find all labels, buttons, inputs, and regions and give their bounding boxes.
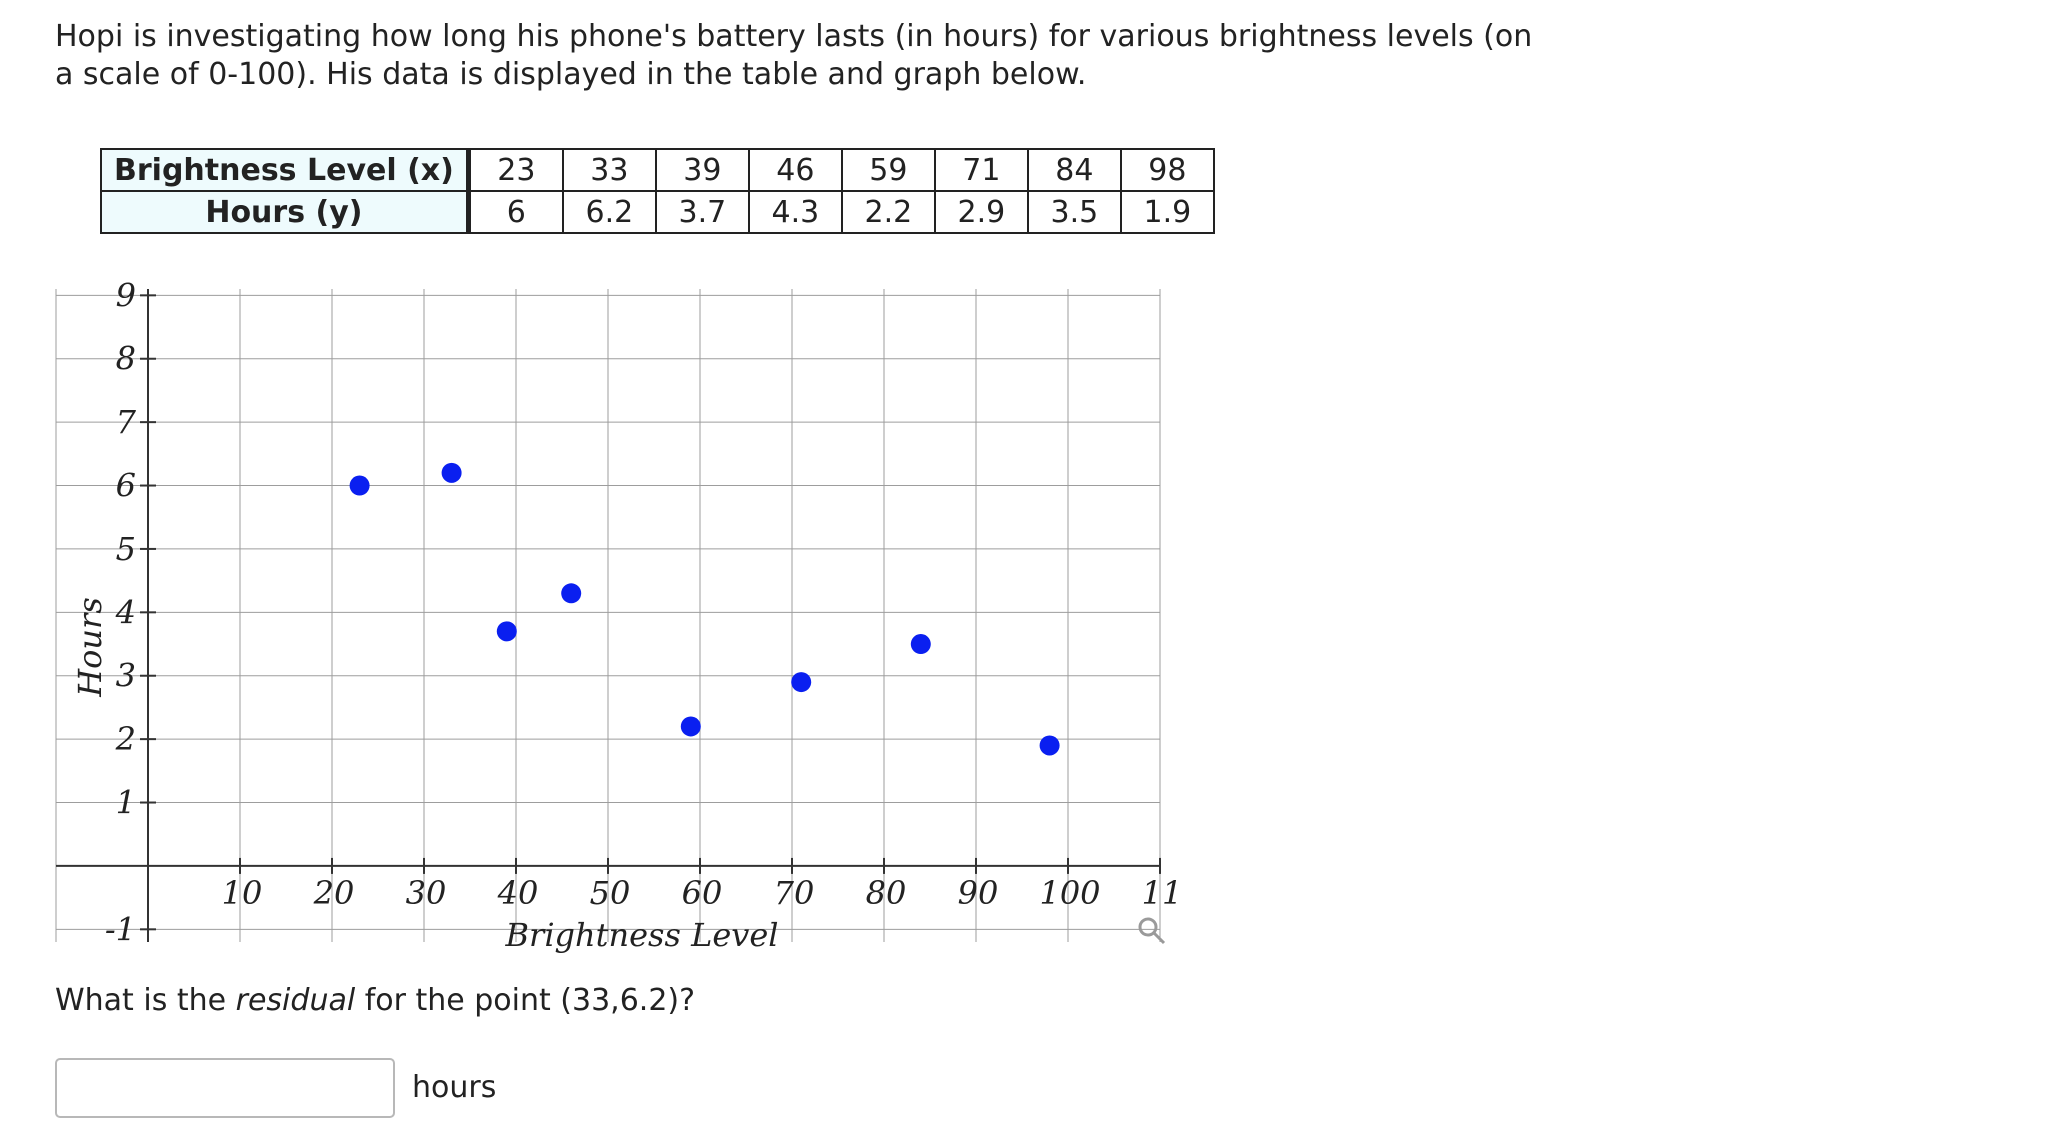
magnifier-icon[interactable] — [1138, 917, 1166, 945]
x-tick-label: 80 — [866, 874, 907, 912]
prompt-before: What is the — [55, 983, 236, 1018]
y-tick-label: 9 — [116, 276, 136, 314]
data-point — [441, 462, 462, 483]
x-axis-title: Brightness Level — [505, 916, 779, 954]
prompt-after: for the point (33,6.2)? — [355, 983, 696, 1018]
x-tick-label: 11 — [1142, 874, 1183, 912]
x-value-cell: 46 — [747, 148, 843, 192]
x-tick-label: 10 — [222, 874, 263, 912]
y-tick-label: 8 — [116, 340, 136, 378]
y-tick-label: 7 — [116, 403, 137, 441]
x-value-cell: 59 — [840, 148, 936, 192]
tick-labels: 10 20 30 40 50 60 70 80 90 100 11 -1 1 2 3 4 5 6 7 8 9 — [105, 276, 1183, 948]
x-value-cell: 23 — [467, 148, 564, 192]
x-value-cell: 33 — [561, 148, 657, 192]
x-tick-label: 100 — [1039, 874, 1100, 912]
y-value-cell: 2.9 — [933, 190, 1029, 234]
x-tick-label: 90 — [958, 874, 999, 912]
answer-input[interactable] — [55, 1058, 395, 1118]
x-tick-label: 20 — [313, 874, 355, 912]
y-value-cell: 4.3 — [747, 190, 843, 234]
data-points — [349, 462, 1060, 756]
y-value-cell: 6 — [467, 190, 564, 234]
table-row-y: Hours (y) 6 6.2 3.7 4.3 2.2 2.9 3.5 1.9 — [99, 190, 1215, 234]
y-header: Hours (y) — [99, 190, 471, 234]
x-tick-label: 60 — [682, 874, 723, 912]
axes — [56, 289, 1161, 942]
y-axis-title: Hours — [71, 597, 109, 698]
x-value-cell: 84 — [1026, 148, 1122, 192]
y-tick-label: 4 — [115, 593, 136, 631]
y-value-cell: 1.9 — [1119, 190, 1215, 234]
x-tick-label: 40 — [497, 874, 539, 912]
y-tick-label: 6 — [116, 467, 136, 505]
x-value-cell: 98 — [1119, 148, 1215, 192]
data-point — [680, 716, 701, 737]
prompt-emphasis: residual — [235, 983, 356, 1018]
question-prompt: What is the residual for the point (33,6… — [55, 983, 695, 1018]
y-tick-label: 1 — [116, 784, 136, 822]
y-value-cell: 6.2 — [561, 190, 657, 234]
x-value-cell: 39 — [654, 148, 750, 192]
x-tick-label: 30 — [406, 874, 447, 912]
x-tick-label: 50 — [590, 874, 631, 912]
data-table: Brightness Level (x) 23 33 39 46 59 71 8… — [99, 148, 1215, 234]
grid — [55, 289, 1161, 942]
data-point — [496, 621, 517, 642]
data-point — [349, 475, 370, 496]
data-point — [1039, 735, 1060, 756]
y-value-cell: 3.7 — [654, 190, 750, 234]
data-point — [791, 672, 812, 693]
answer-unit: hours — [412, 1070, 497, 1105]
y-tick-label: 2 — [115, 720, 136, 758]
y-tick-label: 5 — [116, 530, 136, 568]
y-value-cell: 2.2 — [840, 190, 936, 234]
y-tick-label: 3 — [116, 657, 136, 695]
x-value-cell: 71 — [933, 148, 1029, 192]
question-intro: Hopi is investigating how long his phone… — [55, 19, 1533, 92]
x-header: Brightness Level (x) — [99, 148, 471, 192]
data-point — [561, 583, 582, 604]
table-row-x: Brightness Level (x) 23 33 39 46 59 71 8… — [99, 148, 1215, 192]
y-value-cell: 3.5 — [1026, 190, 1122, 234]
x-tick-label: 70 — [774, 874, 815, 912]
data-point — [910, 634, 931, 655]
y-tick-label: -1 — [105, 910, 136, 948]
